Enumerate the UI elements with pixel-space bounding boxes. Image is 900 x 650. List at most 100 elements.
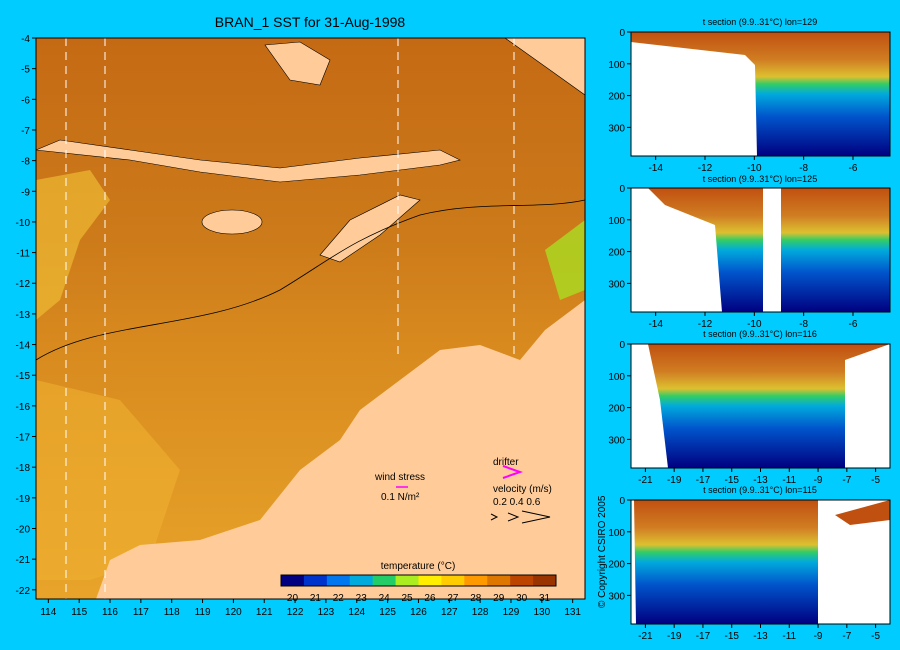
section-land-mask-lon116-south	[631, 344, 668, 468]
map-legend: wind stress 0.1 N/m² drifter velocity (m…	[374, 457, 552, 524]
section-frame-lon125	[630, 187, 891, 313]
section-title-lon116: t section (9.9..31°C) lon=116	[703, 329, 817, 339]
page-title: BRAN_1 SST for 31-Aug-1998	[214, 14, 406, 30]
map-frame	[35, 37, 586, 600]
section-x-axis: -14 -12 -10 -8 -6	[648, 312, 858, 330]
section-x-axis: -21 -19 -17 -15 -13 -11 -9 -7 -5	[638, 468, 880, 486]
section-x-tick-label: -17	[696, 475, 711, 486]
map-y-tick-label: -10	[16, 218, 31, 229]
section-y-axis: 0 100 200 300	[608, 184, 631, 290]
section-x-tick-label: -7	[842, 475, 851, 486]
section-land-mask-lon116-north	[845, 344, 890, 468]
map-x-tick-label: 127	[441, 607, 458, 618]
section-y-tick-label: 100	[608, 528, 625, 539]
colorbar-ticks: 20 21 22 23 24 25 26 27 28 29 30 31	[287, 593, 551, 604]
map-y-tick-label: -4	[21, 34, 30, 45]
section-x-tick-label: -21	[638, 475, 653, 486]
map-y-tick-label: -5	[21, 65, 30, 76]
section-x-tick-label: -10	[747, 163, 762, 174]
map-y-tick-label: -6	[21, 95, 30, 106]
section-land-mask-lon115-south	[631, 500, 636, 624]
section-x-tick-label: -9	[814, 631, 823, 642]
section-y-tick-label: 0	[619, 184, 625, 195]
map-y-tick-label: -8	[21, 157, 30, 168]
map-y-tick-label: -15	[16, 371, 31, 382]
section-x-tick-label: -5	[871, 631, 880, 642]
section-title-lon125: t section (9.9..31°C) lon=125	[703, 174, 817, 184]
velocity-scale: 0.2 0.4 0.6	[493, 497, 541, 508]
section-x-tick-label: -12	[698, 163, 713, 174]
section-x-tick-label: -5	[871, 475, 880, 486]
map-y-tick-label: -21	[16, 555, 31, 566]
sst-map: 114 115 116 117 118 119 120 121 122 123 124 125 126 1…	[16, 34, 586, 618]
map-y-tick-label: -12	[16, 279, 31, 290]
colorbar-tick-label: 30	[516, 593, 528, 604]
colorbar-frame	[280, 574, 557, 587]
section-x-tick-label: -14	[648, 319, 663, 330]
colorbar-tick-label: 23	[356, 593, 368, 604]
section-gap-lon125	[763, 188, 781, 312]
colorbar-tick-label: 24	[379, 593, 391, 604]
colorbar-tick-label: 25	[401, 593, 413, 604]
section-x-axis: -14 -12 -10 -8 -6	[648, 156, 858, 174]
section-y-tick-label: 100	[608, 372, 625, 383]
section-y-tick-label: 200	[608, 248, 625, 259]
map-y-axis: -4 -5 -6 -7 -8 -9 -10 -11 -12 -13 -14 -15 -16 -17 -18 -…	[16, 34, 36, 597]
colorbar-swatch	[326, 575, 351, 586]
colorbar-swatch	[281, 575, 305, 586]
section-x-tick-label: -8	[799, 163, 808, 174]
map-x-tick-label: 124	[348, 607, 365, 618]
map-x-tick-label: 121	[256, 607, 273, 618]
section-title-lon129: t section (9.9..31°C) lon=129	[703, 17, 817, 27]
map-y-tick-label: -13	[16, 310, 31, 321]
map-y-tick-label: -11	[16, 249, 30, 260]
section-y-tick-label: 100	[608, 216, 625, 227]
colorbar-label: temperature (°C)	[381, 561, 456, 572]
wind-stress-label: wind stress	[374, 472, 425, 483]
section-y-tick-label: 200	[608, 92, 625, 103]
section-title-lon115: t section (9.9..31°C) lon=115	[703, 485, 817, 495]
warm-patch-east	[545, 220, 585, 300]
section-y-tick-label: 200	[608, 560, 625, 571]
map-x-tick-label: 114	[40, 607, 56, 618]
section-x-tick-label: -11	[782, 631, 796, 642]
section-y-tick-label: 100	[608, 60, 625, 71]
colorbar-swatch	[510, 575, 534, 586]
map-x-tick-label: 119	[195, 607, 211, 618]
section-x-tick-label: -19	[667, 475, 682, 486]
map-x-tick-label: 122	[287, 607, 304, 618]
section-x-tick-label: -13	[753, 631, 768, 642]
map-y-tick-label: -7	[21, 126, 30, 137]
section-y-tick-label: 300	[608, 435, 625, 446]
map-x-tick-label: 125	[379, 607, 396, 618]
drifter-icon	[502, 465, 524, 479]
section-y-tick-label: 0	[619, 340, 625, 351]
colorbar-tick-label: 27	[447, 593, 459, 604]
map-x-tick-label: 130	[533, 607, 550, 618]
colorbar: temperature (°C) 20 21 22 23 24 25 26 27 28 29 30 3…	[280, 561, 557, 604]
colorbar-tick-label: 20	[287, 593, 299, 604]
colorbar-tick-label: 22	[333, 593, 345, 604]
map-x-tick-label: 115	[71, 607, 87, 618]
colorbar-swatch	[303, 575, 328, 586]
section-x-tick-label: -11	[782, 475, 796, 486]
colorbar-swatches	[281, 575, 557, 586]
colorbar-tick-label: 29	[493, 593, 505, 604]
map-x-tick-label: 118	[164, 607, 180, 618]
map-x-axis: 114 115 116 117 118 119 120 121 122 123 124 125 126 1…	[40, 599, 581, 618]
map-y-tick-label: -9	[21, 187, 30, 198]
section-x-tick-label: -14	[648, 163, 663, 174]
colorbar-tick-label: 31	[539, 593, 551, 604]
cool-water-south	[36, 380, 180, 580]
section-shallow-lon115	[835, 500, 890, 525]
colorbar-swatch	[464, 575, 488, 586]
section-x-tick-label: -7	[842, 631, 851, 642]
section-y-tick-label: 300	[608, 123, 625, 134]
colorbar-swatch	[395, 575, 419, 586]
section-y-tick-label: 0	[619, 496, 625, 507]
section-x-axis: -21 -19 -17 -15 -13 -11 -9 -7 -5	[638, 624, 880, 642]
section-x-tick-label: -9	[814, 475, 823, 486]
section-panel-lon129: t section (9.9..31°C) lon=129 -14 -12 -10 -…	[608, 17, 891, 174]
map-x-tick-label: 128	[472, 607, 489, 618]
